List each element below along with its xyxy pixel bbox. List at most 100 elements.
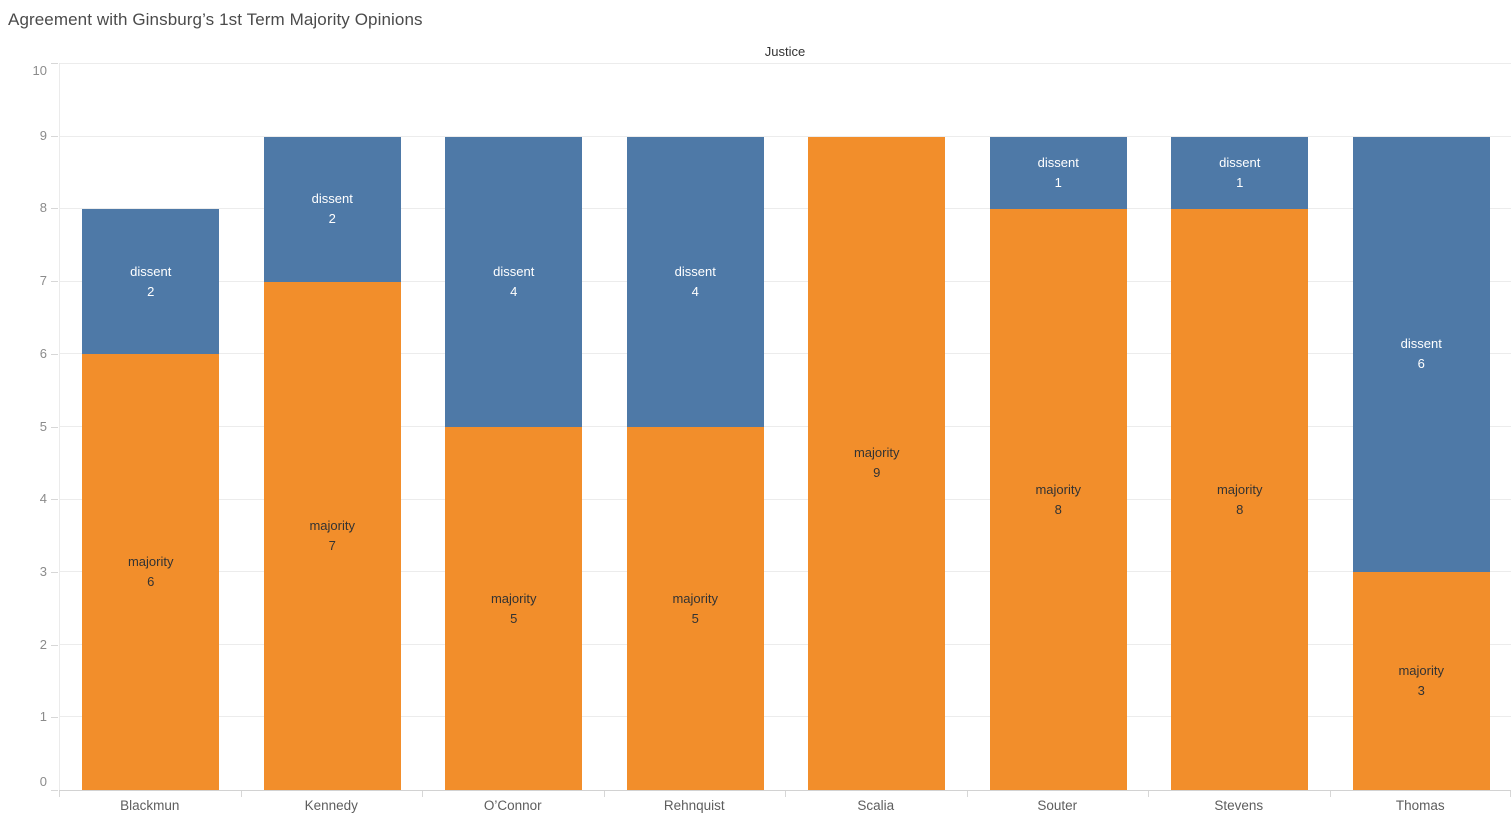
y-tick-label: 6 — [39, 345, 47, 361]
bar-segment-majority[interactable]: majority 8 — [1171, 209, 1309, 790]
y-tick-label: 9 — [39, 127, 47, 143]
y-tick-label: 8 — [39, 200, 47, 216]
gridline — [60, 571, 1511, 573]
y-tick-label: 3 — [39, 563, 47, 579]
segment-series-name: majority — [672, 590, 718, 606]
segment-value: 8 — [1054, 501, 1062, 517]
bar-segment-majority[interactable]: majority 3 — [1352, 572, 1490, 790]
y-axis-tick — [51, 790, 58, 791]
segment-series-name: dissent — [493, 263, 535, 279]
bar-segment-label: dissent 4 — [445, 137, 582, 427]
x-tick-label: Stevens — [1214, 798, 1264, 813]
y-axis-tick — [51, 281, 58, 283]
x-axis-tick — [1148, 791, 1149, 797]
segment-value: 6 — [147, 574, 155, 590]
y-tick-label: 1 — [39, 709, 47, 725]
y-axis: 0 1 2 3 4 5 6 7 8 9 10 — [0, 63, 59, 791]
gridline — [60, 716, 1511, 718]
y-axis-tick — [51, 499, 58, 501]
bar-segment-label: dissent 2 — [264, 137, 401, 282]
x-tick-label: O’Connor — [483, 798, 542, 813]
segment-series-name: majority — [490, 590, 537, 606]
segment-series-name: dissent — [311, 191, 353, 207]
y-axis-tick — [51, 426, 58, 428]
bar-segment-label: dissent 1 — [1171, 137, 1308, 210]
segment-value: 6 — [1417, 356, 1425, 372]
x-axis-tick — [1329, 791, 1331, 797]
bar-segment-label: majority 6 — [82, 354, 219, 790]
segment-series-name: majority — [1216, 481, 1263, 497]
gridline — [60, 208, 1511, 210]
bar-segment-dissent[interactable]: dissent 4 — [626, 136, 764, 427]
x-tick-label: Thomas — [1395, 798, 1445, 813]
y-tick-label: 7 — [39, 273, 47, 289]
bar-segment-label: majority 7 — [264, 282, 401, 790]
bar-segment-majority[interactable]: majority 6 — [82, 354, 220, 790]
segment-value: 3 — [1417, 683, 1425, 699]
gridline — [60, 135, 1511, 137]
x-tick-label: Souter — [1037, 798, 1078, 813]
bar-segment-label: dissent 2 — [82, 209, 219, 354]
y-axis-tick — [51, 135, 58, 137]
bar-segment-majority[interactable]: majority 8 — [989, 209, 1127, 790]
segment-value: 4 — [510, 283, 518, 299]
gridline — [60, 280, 1511, 282]
y-axis-tick — [51, 353, 58, 355]
plot-area: majority 6 dissent 2 majority 7 dissent 2 majori… — [59, 63, 1511, 790]
y-axis-tick — [51, 571, 58, 573]
bar-segment-label: dissent 4 — [627, 137, 764, 427]
y-tick-label: 2 — [39, 636, 47, 652]
gridline — [60, 353, 1511, 355]
x-tick-label: Kennedy — [304, 798, 358, 813]
bar-segment-majority[interactable]: majority 9 — [808, 136, 946, 790]
segment-series-name: majority — [309, 517, 355, 533]
x-axis-tick — [603, 791, 605, 797]
bar-segment-dissent[interactable]: dissent 2 — [82, 209, 220, 355]
x-tick-label: Blackmun — [120, 798, 180, 813]
x-tick-label: Rehnquist — [663, 798, 725, 813]
segment-value: 7 — [328, 537, 336, 553]
x-axis-tick — [422, 791, 423, 797]
bar-segment-label: majority 8 — [1171, 209, 1308, 790]
bar-segment-label: majority 5 — [445, 427, 582, 790]
segment-value: 4 — [691, 283, 699, 299]
column-field-label: Justice — [764, 44, 806, 59]
y-tick-label: 5 — [39, 418, 47, 434]
segment-series-name: dissent — [674, 263, 716, 279]
x-axis-tick — [59, 791, 60, 797]
segment-value: 1 — [1054, 174, 1062, 190]
segment-series-name: majority — [127, 554, 174, 570]
bar-segment-dissent[interactable]: dissent 1 — [989, 136, 1127, 210]
segment-series-name: majority — [1398, 663, 1444, 679]
gridline — [60, 63, 1511, 64]
x-axis-tick — [785, 791, 786, 797]
x-axis: Blackmun Kennedy O’Connor Rehnquist Scalia So… — [59, 790, 1511, 821]
bar-segment-majority[interactable]: majority 7 — [263, 281, 401, 790]
x-axis-line — [59, 790, 1511, 791]
bar-segment-dissent[interactable]: dissent 1 — [1171, 136, 1309, 210]
bar-segment-majority[interactable]: majority 5 — [445, 427, 583, 790]
x-axis-tick — [240, 791, 242, 797]
segment-value: 2 — [147, 283, 155, 299]
gridline — [60, 426, 1511, 427]
bar-segment-majority[interactable]: majority 5 — [626, 427, 764, 790]
bar-segment-dissent[interactable]: dissent 6 — [1352, 136, 1490, 573]
bar-segment-label: majority 9 — [808, 137, 945, 790]
segment-value: 8 — [1236, 501, 1244, 517]
chart-title: Agreement with Ginsburg’s 1st Term Major… — [8, 10, 423, 29]
bar-segment-label: dissent 1 — [990, 137, 1127, 210]
y-axis-tick — [51, 644, 58, 646]
segment-series-name: majority — [853, 445, 900, 461]
segment-series-name: dissent — [130, 263, 172, 279]
bar-segment-label: majority 3 — [1353, 572, 1490, 790]
segment-value: 5 — [691, 610, 699, 626]
y-tick-label: 4 — [39, 491, 47, 507]
y-axis-tick — [51, 63, 58, 64]
segment-value: 9 — [873, 465, 881, 481]
segment-value: 1 — [1236, 174, 1244, 190]
bar-segment-dissent[interactable]: dissent 2 — [263, 136, 401, 282]
y-axis-tick — [51, 208, 58, 210]
segment-series-name: dissent — [1219, 154, 1261, 170]
bar-segment-dissent[interactable]: dissent 4 — [445, 136, 583, 427]
